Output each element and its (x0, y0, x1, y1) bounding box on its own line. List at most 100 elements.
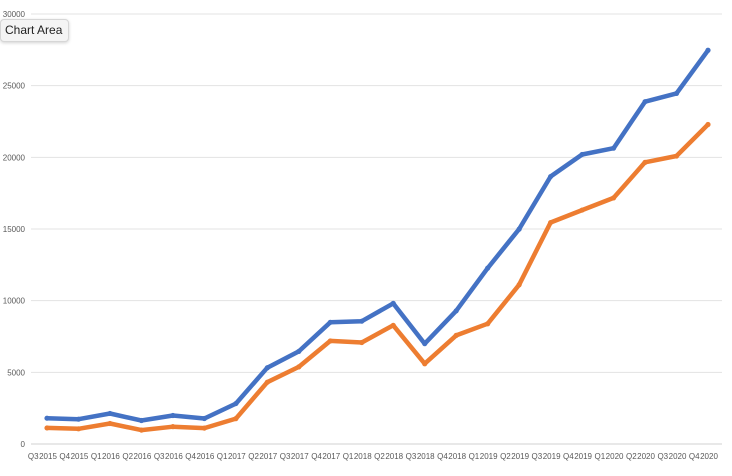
data-point (673, 153, 680, 159)
x-tick-label: Q2 2020 (626, 452, 656, 461)
x-tick-quarter: Q2 (626, 452, 637, 461)
x-tick-quarter: Q2 (500, 452, 511, 461)
data-point (107, 420, 113, 427)
x-tick-year: 2019 (574, 452, 592, 461)
data-point (201, 415, 207, 422)
x-tick-year: 2016 (102, 452, 120, 461)
data-point (264, 379, 270, 385)
x-tick-label: Q3 2015 (28, 452, 58, 461)
data-point (327, 338, 333, 344)
x-tick-year: 2018 (448, 452, 466, 461)
x-tick-label: Q1 2019 (469, 452, 499, 461)
data-point (170, 424, 176, 430)
data-point (516, 282, 522, 288)
data-point (107, 410, 113, 417)
data-point (390, 322, 396, 328)
x-tick-quarter: Q4 (59, 452, 70, 461)
x-tick-quarter: Q3 (657, 452, 668, 461)
data-point (359, 339, 365, 346)
x-tick-year: 2018 (417, 452, 435, 461)
x-tick-quarter: Q1 (91, 452, 102, 461)
x-tick-label: Q4 2019 (563, 452, 593, 461)
data-point (610, 195, 617, 201)
x-tick-label: Q4 2020 (689, 452, 719, 461)
y-tick-label: 0 (21, 440, 26, 449)
x-tick-label: Q2 2017 (248, 452, 278, 461)
data-point (705, 121, 711, 128)
data-point (327, 319, 333, 325)
data-point (296, 364, 302, 370)
y-tick-label: 25000 (3, 82, 26, 91)
x-axis-tick-labels: Q3 2015 Q4 2015 Q1 2016 Q2 2016 Q3 2016 Q4 2016 Q1 20… (28, 452, 719, 461)
x-tick-year: 2017 (322, 452, 340, 461)
y-tick-label: 20000 (3, 153, 26, 162)
x-tick-quarter: Q1 (469, 452, 480, 461)
x-tick-label: Q4 2015 (59, 452, 89, 461)
x-tick-label: Q3 2016 (154, 452, 184, 461)
x-tick-label: Q2 2018 (374, 452, 404, 461)
y-axis-tick-labels: 0 5000 10000 15000 20000 25000 30000 (3, 10, 26, 449)
data-point (453, 332, 459, 338)
series-lines (44, 47, 711, 433)
data-point (705, 47, 711, 53)
data-point (453, 308, 459, 314)
series-line-1 (44, 48, 711, 423)
data-point (673, 90, 680, 97)
data-point (642, 159, 648, 165)
x-tick-label: Q1 2016 (91, 452, 121, 461)
x-tick-label: Q3 2019 (532, 452, 562, 461)
x-tick-label: Q4 2017 (311, 452, 341, 461)
x-tick-year: 2016 (134, 452, 152, 461)
data-point (390, 300, 396, 306)
x-tick-quarter: Q1 (217, 452, 228, 461)
data-point (485, 321, 491, 327)
x-tick-year: 2020 (637, 452, 655, 461)
x-tick-quarter: Q3 (406, 452, 417, 461)
x-tick-year: 2016 (165, 452, 183, 461)
x-tick-year: 2017 (259, 452, 277, 461)
data-point (579, 207, 585, 213)
data-point (201, 425, 207, 431)
data-point (422, 361, 428, 367)
x-tick-quarter: Q4 (185, 452, 196, 461)
series-line-2 (44, 122, 711, 433)
x-tick-year: 2019 (480, 452, 498, 461)
y-tick-label: 10000 (3, 297, 26, 306)
data-point (233, 400, 239, 407)
x-tick-quarter: Q3 (532, 452, 543, 461)
data-point (296, 348, 302, 355)
x-tick-quarter: Q3 (280, 452, 291, 461)
data-point (233, 416, 239, 422)
data-point (610, 145, 617, 151)
chart-area-tooltip: Chart Area (0, 19, 70, 42)
gridlines (31, 13, 722, 445)
data-point (44, 415, 50, 421)
x-tick-year: 2018 (354, 452, 372, 461)
y-tick-label: 30000 (3, 10, 26, 19)
x-tick-quarter: Q1 (343, 452, 354, 461)
x-tick-label: Q1 2017 (217, 452, 247, 461)
data-point (485, 265, 491, 271)
data-point (170, 412, 176, 419)
y-tick-label: 5000 (7, 368, 25, 377)
data-point (422, 341, 428, 347)
x-tick-quarter: Q2 (122, 452, 133, 461)
y-tick-label: 15000 (3, 225, 26, 234)
x-tick-label: Q1 2018 (343, 452, 373, 461)
data-point (548, 219, 554, 226)
x-tick-quarter: Q4 (437, 452, 448, 461)
data-point (75, 416, 82, 422)
x-tick-year: 2020 (606, 452, 624, 461)
x-tick-label: Q3 2017 (280, 452, 310, 461)
x-tick-label: Q4 2016 (185, 452, 215, 461)
x-tick-quarter: Q4 (563, 452, 574, 461)
x-tick-label: Q2 2019 (500, 452, 530, 461)
x-tick-year: 2017 (291, 452, 309, 461)
x-tick-year: 2015 (39, 452, 57, 461)
x-tick-label: Q1 2020 (594, 452, 624, 461)
x-tick-quarter: Q1 (594, 452, 605, 461)
x-tick-year: 2015 (71, 452, 89, 461)
data-point (516, 226, 522, 232)
x-tick-year: 2017 (228, 452, 246, 461)
